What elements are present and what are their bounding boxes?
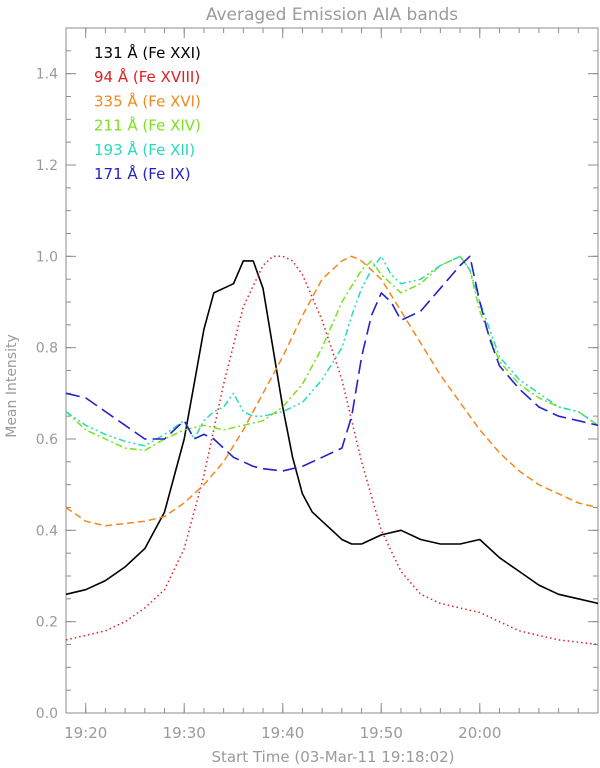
- x-tick-label: 19:30: [163, 724, 206, 742]
- legend: 131 Å (Fe XXI) 94 Å (Fe XVIII) 335 Å (Fe X…: [94, 43, 201, 183]
- legend-entry-1: 94 Å (Fe XVIII): [94, 67, 200, 86]
- x-tick-label: 19:50: [360, 724, 403, 742]
- chart-title: Averaged Emission AIA bands: [206, 5, 458, 25]
- series-line-3: [65, 255, 599, 452]
- series-layer: [65, 255, 599, 646]
- series-line-5: [65, 255, 599, 472]
- y-tick-label: 1.0: [36, 249, 58, 265]
- series-line-4: [65, 255, 599, 447]
- y-tick-label: 0.2: [36, 615, 58, 631]
- y-tick-label: 0.8: [36, 341, 58, 357]
- y-tick-label: 0.6: [36, 432, 58, 448]
- y-tick-label: 0.0: [36, 706, 58, 722]
- legend-entry-2: 335 Å (Fe XVI): [94, 91, 201, 110]
- legend-entry-4: 193 Å (Fe XII): [94, 140, 195, 159]
- legend-entry-0: 131 Å (Fe XXI): [94, 43, 201, 62]
- x-tick-label: 19:20: [64, 724, 107, 742]
- x-axis-label: Start Time (03-Mar-11 19:18:02): [211, 748, 454, 766]
- y-tick-label: 1.2: [36, 158, 58, 174]
- legend-entry-3: 211 Å (Fe XIV): [94, 116, 201, 135]
- x-tick-label: 20:00: [458, 724, 501, 742]
- y-axis-label: Mean Intensity: [4, 334, 20, 438]
- series-line-2: [65, 255, 599, 527]
- series-line-1: [65, 255, 599, 646]
- series-line-0: [65, 260, 599, 605]
- y-tick-label: 0.4: [36, 523, 58, 539]
- x-tick-label: 19:40: [261, 724, 304, 742]
- legend-entry-5: 171 Å (Fe IX): [94, 164, 191, 183]
- y-tick-label: 1.4: [36, 67, 58, 83]
- plot-axes: 0.0 0.2 0.4 0.6 0.8 1.0 1.2 1.4 19:20 19:30 19:40 1…: [36, 27, 599, 742]
